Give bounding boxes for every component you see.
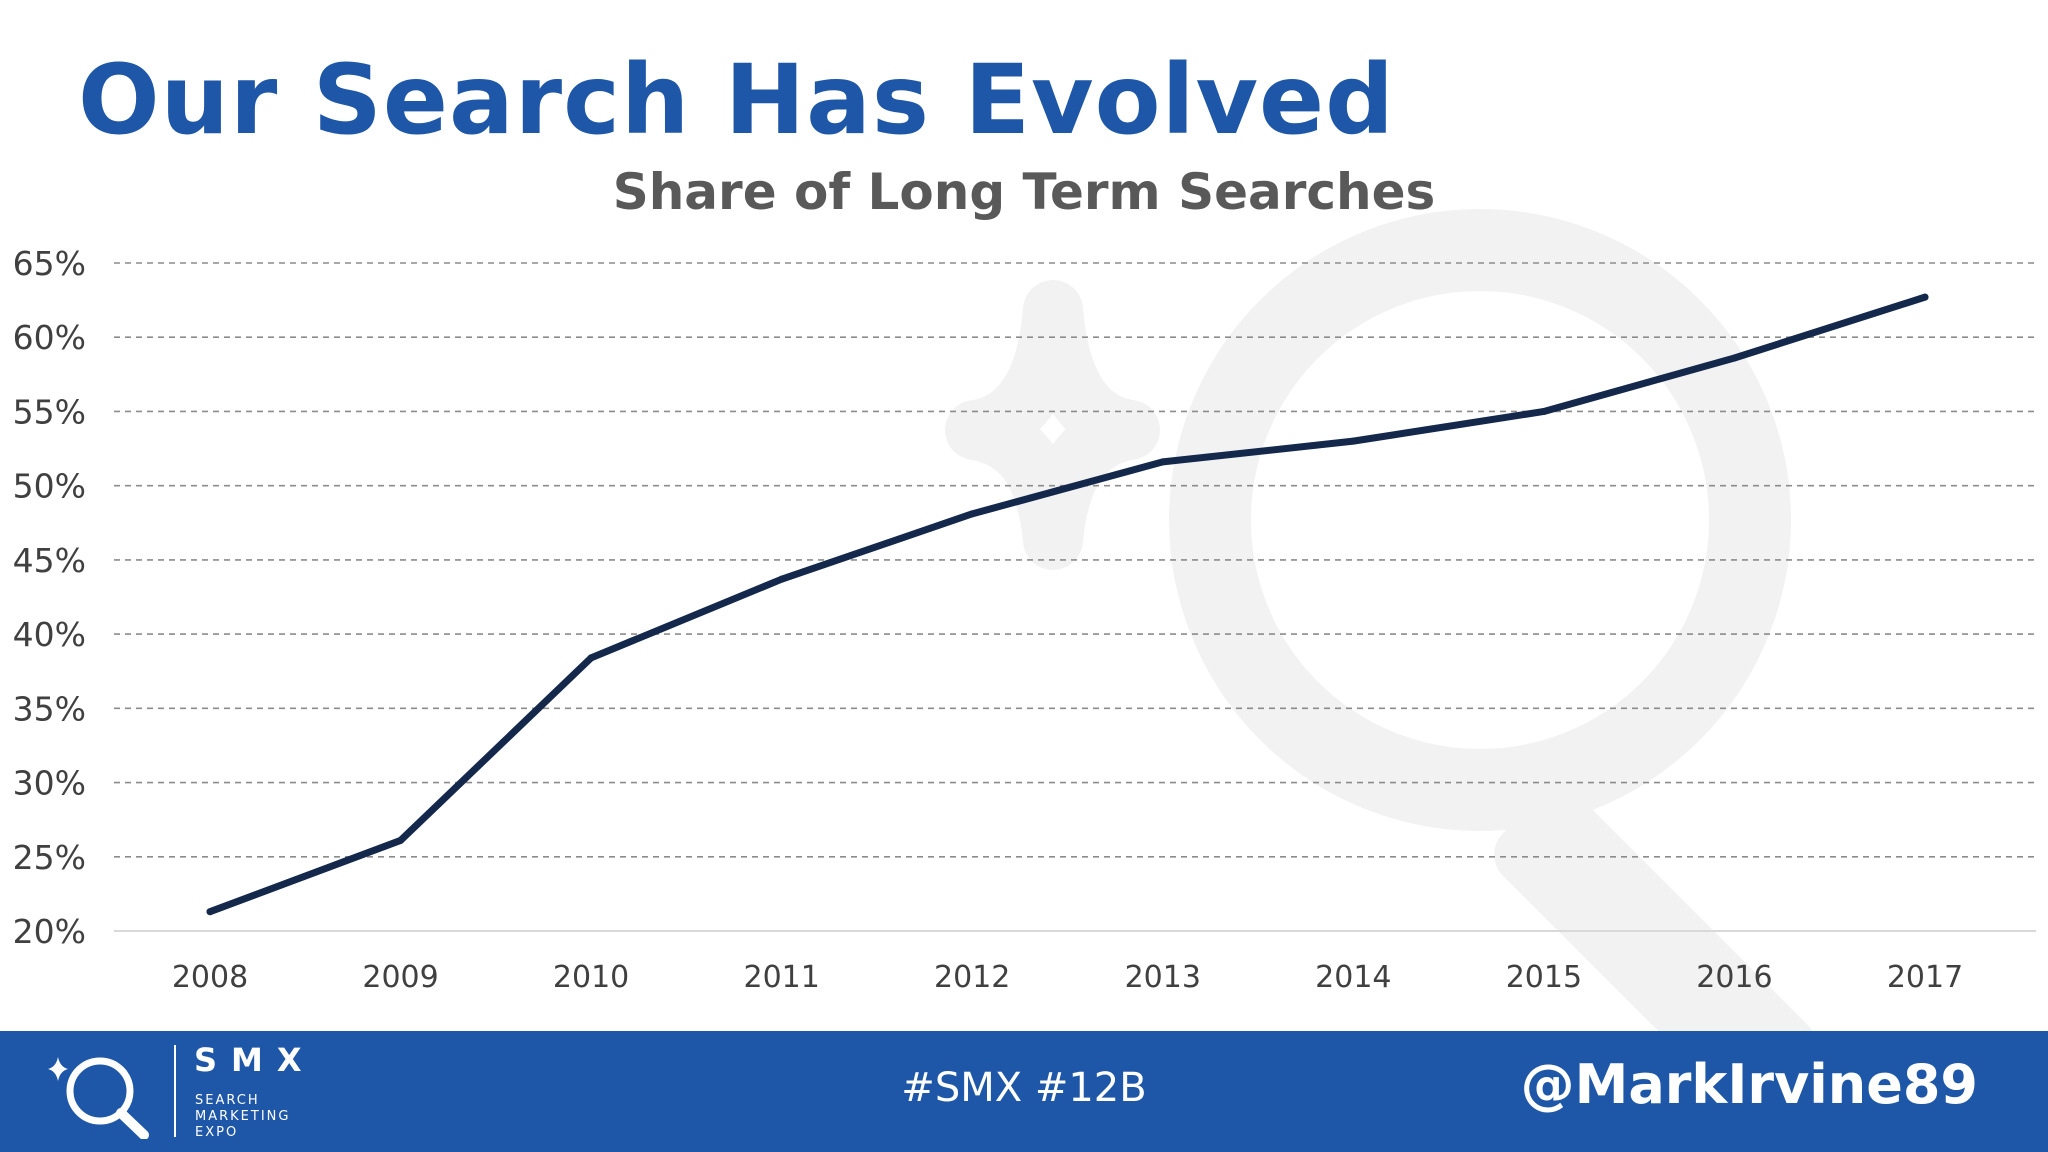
y-tick-label: 50% — [13, 467, 86, 506]
x-tick-label: 2016 — [1696, 960, 1772, 995]
x-tick-label: 2011 — [743, 960, 819, 995]
x-tick-label: 2009 — [362, 960, 438, 995]
logo-wordmark: SMX — [194, 1041, 316, 1079]
data-point — [1540, 407, 1548, 415]
data-point — [1730, 354, 1738, 362]
y-tick-label: 60% — [13, 318, 86, 357]
y-tick-label: 25% — [13, 838, 86, 877]
data-point — [206, 908, 214, 916]
y-tick-label: 40% — [13, 615, 86, 654]
x-tick-label: 2010 — [553, 960, 629, 995]
speaker-handle: @MarkIrvine89 — [1520, 1053, 1978, 1116]
x-tick-label: 2017 — [1887, 960, 1963, 995]
x-tick-label: 2008 — [172, 960, 248, 995]
y-tick-label: 35% — [13, 689, 86, 728]
y-tick-label: 20% — [13, 912, 86, 951]
data-point — [587, 654, 595, 662]
data-point — [968, 510, 976, 518]
event-hashtags: #SMX #12B — [901, 1065, 1147, 1111]
y-tick-label: 30% — [13, 764, 86, 803]
slide-title: Our Search Has Evolved — [78, 44, 1395, 156]
data-point — [1159, 458, 1167, 466]
x-tick-label: 2015 — [1506, 960, 1582, 995]
y-tick-label: 45% — [13, 541, 86, 580]
y-tick-label: 55% — [13, 392, 86, 431]
gridlines — [114, 262, 2036, 932]
logo-line-search: SEARCH — [195, 1093, 260, 1108]
logo-line-expo: EXPO — [195, 1125, 239, 1140]
y-tick-label: 65% — [13, 244, 86, 283]
series-line — [206, 293, 1929, 916]
line-chart: 20%25%30%35%40%45%50%55%60%65% 2008 2009 2… — [13, 244, 2036, 995]
footer-bar: SMX SEARCH MARKETING EXPO — [0, 1031, 2048, 1152]
data-point — [397, 836, 405, 844]
data-point — [1921, 293, 1929, 301]
smx-magnifier-logo-icon — [48, 1057, 149, 1139]
y-axis-ticks: 20% 25% 30% 35% 40% 45% 50% 55% 60% 65% — [13, 244, 86, 951]
chart-title: Share of Long Term Searches — [612, 163, 1436, 221]
series-lines — [206, 293, 1929, 916]
x-tick-label: 2014 — [1315, 960, 1391, 995]
x-axis-ticks: 2008 2009 2010 2011 2012 2013 2014 2015 2016 2017 — [172, 960, 1963, 995]
data-point — [1349, 437, 1357, 445]
logo-divider — [174, 1045, 176, 1137]
data-point — [778, 575, 786, 583]
logo-line-marketing: MARKETING — [195, 1109, 291, 1124]
x-tick-label: 2013 — [1125, 960, 1201, 995]
x-tick-label: 2012 — [934, 960, 1010, 995]
